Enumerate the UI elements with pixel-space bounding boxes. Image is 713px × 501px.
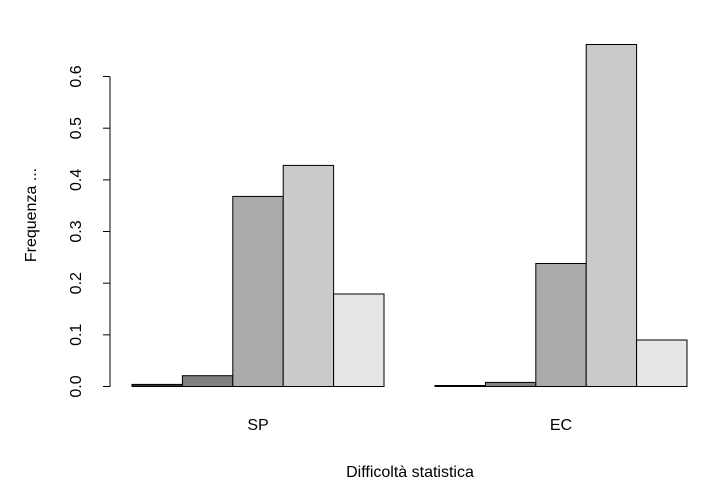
bar-sp-5 [333, 293, 385, 387]
x-axis-title: Difficoltà statistica [346, 464, 474, 481]
bar-ec-3 [535, 263, 587, 387]
y-tick-label: 0.4 [68, 169, 85, 191]
bar-sp-3 [232, 195, 284, 387]
category-label-ec: EC [550, 417, 572, 434]
category-label-sp: SP [247, 417, 268, 434]
y-tick-label: 0.2 [68, 272, 85, 294]
bar-ec-4 [585, 44, 638, 387]
y-axis-title: Frequenza ... [23, 168, 40, 262]
y-tick-label: 0.3 [68, 220, 85, 242]
y-tick-label: 0.0 [68, 375, 85, 397]
bar-sp-1 [131, 383, 183, 387]
bar-ec-2 [484, 381, 537, 387]
bar-sp-2 [181, 375, 234, 388]
bars [131, 44, 688, 388]
bar-sp-4 [282, 164, 335, 387]
y-axis: 0.0 0.1 0.2 0.3 0.4 0.5 0.6 [68, 65, 111, 398]
y-tick-label: 0.1 [68, 324, 85, 346]
bar-ec-1 [434, 385, 486, 387]
y-tick-label: 0.5 [68, 117, 85, 139]
bar-ec-5 [636, 339, 688, 387]
y-tick-label: 0.6 [68, 65, 85, 87]
category-labels: SP EC [247, 417, 572, 434]
